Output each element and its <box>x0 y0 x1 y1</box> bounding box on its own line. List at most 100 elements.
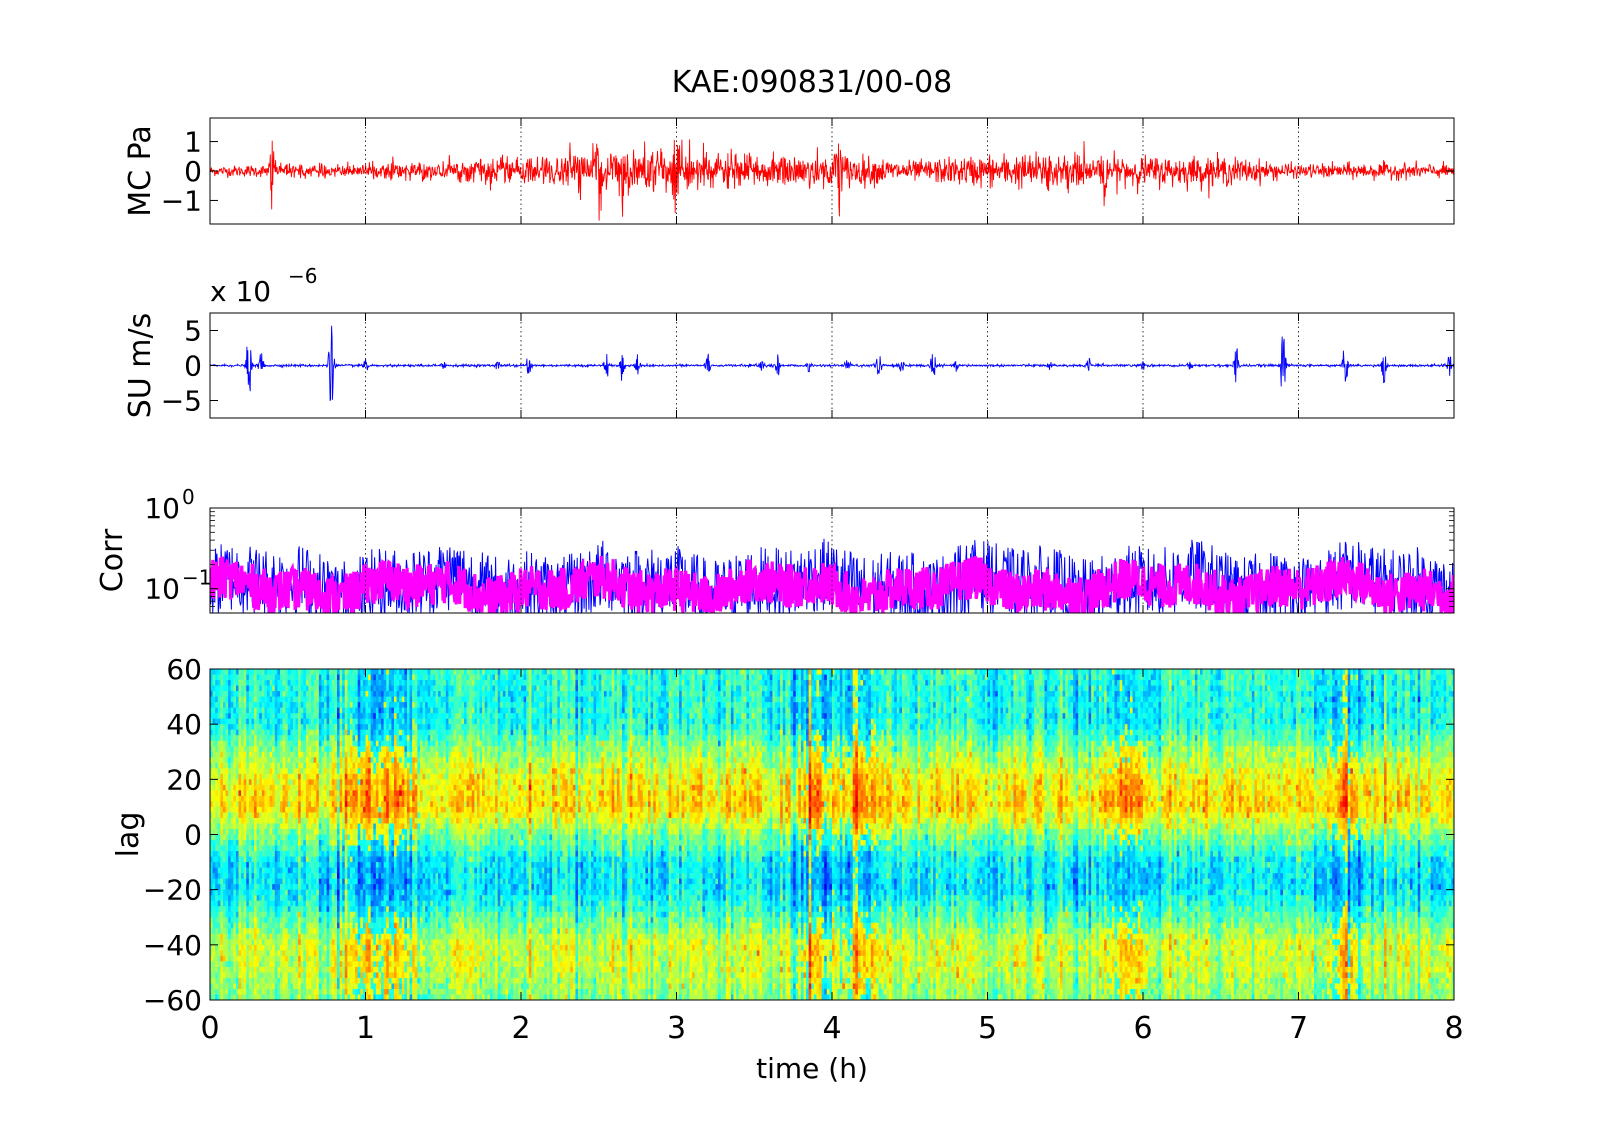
heatmap-cell <box>217 889 221 896</box>
heatmap-cell <box>233 674 237 681</box>
heatmap-cell <box>290 856 294 863</box>
heatmap-cell <box>261 757 266 764</box>
heatmap-cell <box>243 878 247 885</box>
heatmap-cell <box>246 757 250 764</box>
heatmap-cell <box>248 994 253 1000</box>
heatmap-cell <box>241 746 245 753</box>
heatmap-cell <box>316 856 320 863</box>
heatmap-cell <box>279 735 284 742</box>
heatmap-cell <box>336 696 341 703</box>
heatmap-cell <box>241 713 245 720</box>
heatmap-cell <box>264 751 268 758</box>
heatmap-cell <box>254 922 258 929</box>
heatmap-cell <box>277 867 281 874</box>
heatmap-cell <box>238 773 242 780</box>
heatmap-cell <box>243 779 247 786</box>
heatmap-cell <box>331 856 335 863</box>
heatmap-cell <box>272 988 276 996</box>
heatmap-cell <box>274 922 278 929</box>
heatmap-cell <box>282 823 286 830</box>
heatmap-cell <box>334 795 338 802</box>
heatmap-cell <box>279 878 284 885</box>
heatmap-cell <box>311 757 315 764</box>
heatmap-cell <box>251 983 255 990</box>
heatmap-cell <box>318 878 323 885</box>
heatmap-cell <box>336 840 341 847</box>
heatmap-cell <box>292 762 297 769</box>
heatmap-cell <box>316 944 320 951</box>
heatmap-cell <box>230 674 234 681</box>
heatmap-cell <box>313 834 317 841</box>
heatmap-cell <box>267 674 271 681</box>
heatmap-cell <box>241 779 245 786</box>
heatmap-cell <box>251 944 255 951</box>
heatmap-cell <box>316 795 320 802</box>
heatmap-cell <box>228 702 232 709</box>
heatmap-cell <box>220 724 224 731</box>
heatmap-cell <box>241 762 245 769</box>
heatmap-cell <box>324 878 328 885</box>
heatmap-cell <box>336 806 341 814</box>
heatmap-cell <box>274 944 278 951</box>
heatmap-cell <box>277 911 281 918</box>
heatmap-cell <box>331 862 335 869</box>
heatmap-cell <box>230 961 234 968</box>
heatmap-cell <box>220 823 224 830</box>
heatmap-cell <box>256 795 260 802</box>
heatmap-cell <box>318 757 323 764</box>
heatmap-cell <box>298 806 302 814</box>
heatmap-cell <box>220 906 224 913</box>
heatmap-cell <box>292 840 297 847</box>
heatmap-cell <box>272 972 276 979</box>
heatmap-cell <box>251 884 255 891</box>
heatmap-cell <box>264 972 268 979</box>
heatmap-cell <box>316 757 320 764</box>
heatmap-cell <box>243 801 247 808</box>
heatmap-cell <box>329 862 333 869</box>
heatmap-cell <box>210 702 214 709</box>
heatmap-cell <box>308 933 312 940</box>
heatmap-cell <box>313 790 317 797</box>
heatmap-cell <box>326 873 330 880</box>
heatmap-cell <box>339 873 343 880</box>
heatmap-cell <box>222 812 227 819</box>
heatmap-cell <box>233 856 237 863</box>
heatmap-cell <box>339 834 343 841</box>
heatmap-cell <box>233 906 237 913</box>
heatmap-cell <box>241 851 245 858</box>
heatmap-cell <box>215 911 219 918</box>
heatmap-cell <box>220 696 224 703</box>
heatmap-cell <box>318 801 323 808</box>
heatmap-cell <box>316 939 320 946</box>
heatmap-cell <box>246 895 250 902</box>
heatmap-cell <box>279 834 284 841</box>
heatmap-cell <box>334 762 338 769</box>
heatmap-cell <box>292 801 297 808</box>
heatmap-cell <box>228 994 232 1000</box>
heatmap-cell <box>269 828 273 836</box>
heatmap-cell <box>222 840 227 847</box>
heatmap-cell <box>212 751 216 758</box>
heatmap-cell <box>326 834 330 841</box>
heatmap-cell <box>287 862 291 869</box>
heatmap-cell <box>235 795 240 802</box>
heatmap-cell <box>246 790 250 797</box>
heatmap-cell <box>212 851 216 858</box>
heatmap-cell <box>329 845 333 852</box>
heatmap-cell <box>225 823 229 830</box>
heatmap-cell <box>248 828 253 836</box>
heatmap-cell <box>246 801 250 808</box>
heatmap-cell <box>334 895 338 902</box>
heatmap-cell <box>324 724 328 731</box>
heatmap-cell <box>230 762 234 769</box>
heatmap-cell <box>243 691 247 698</box>
heatmap-cell <box>259 906 263 913</box>
heatmap-cell <box>272 812 276 819</box>
heatmap-cell <box>321 707 325 714</box>
heatmap-cell <box>251 812 255 819</box>
heatmap-cell <box>264 856 268 863</box>
heatmap-cell <box>298 911 302 918</box>
heatmap-cell <box>228 834 232 841</box>
heatmap-cell <box>277 696 281 703</box>
heatmap-cell <box>308 795 312 802</box>
